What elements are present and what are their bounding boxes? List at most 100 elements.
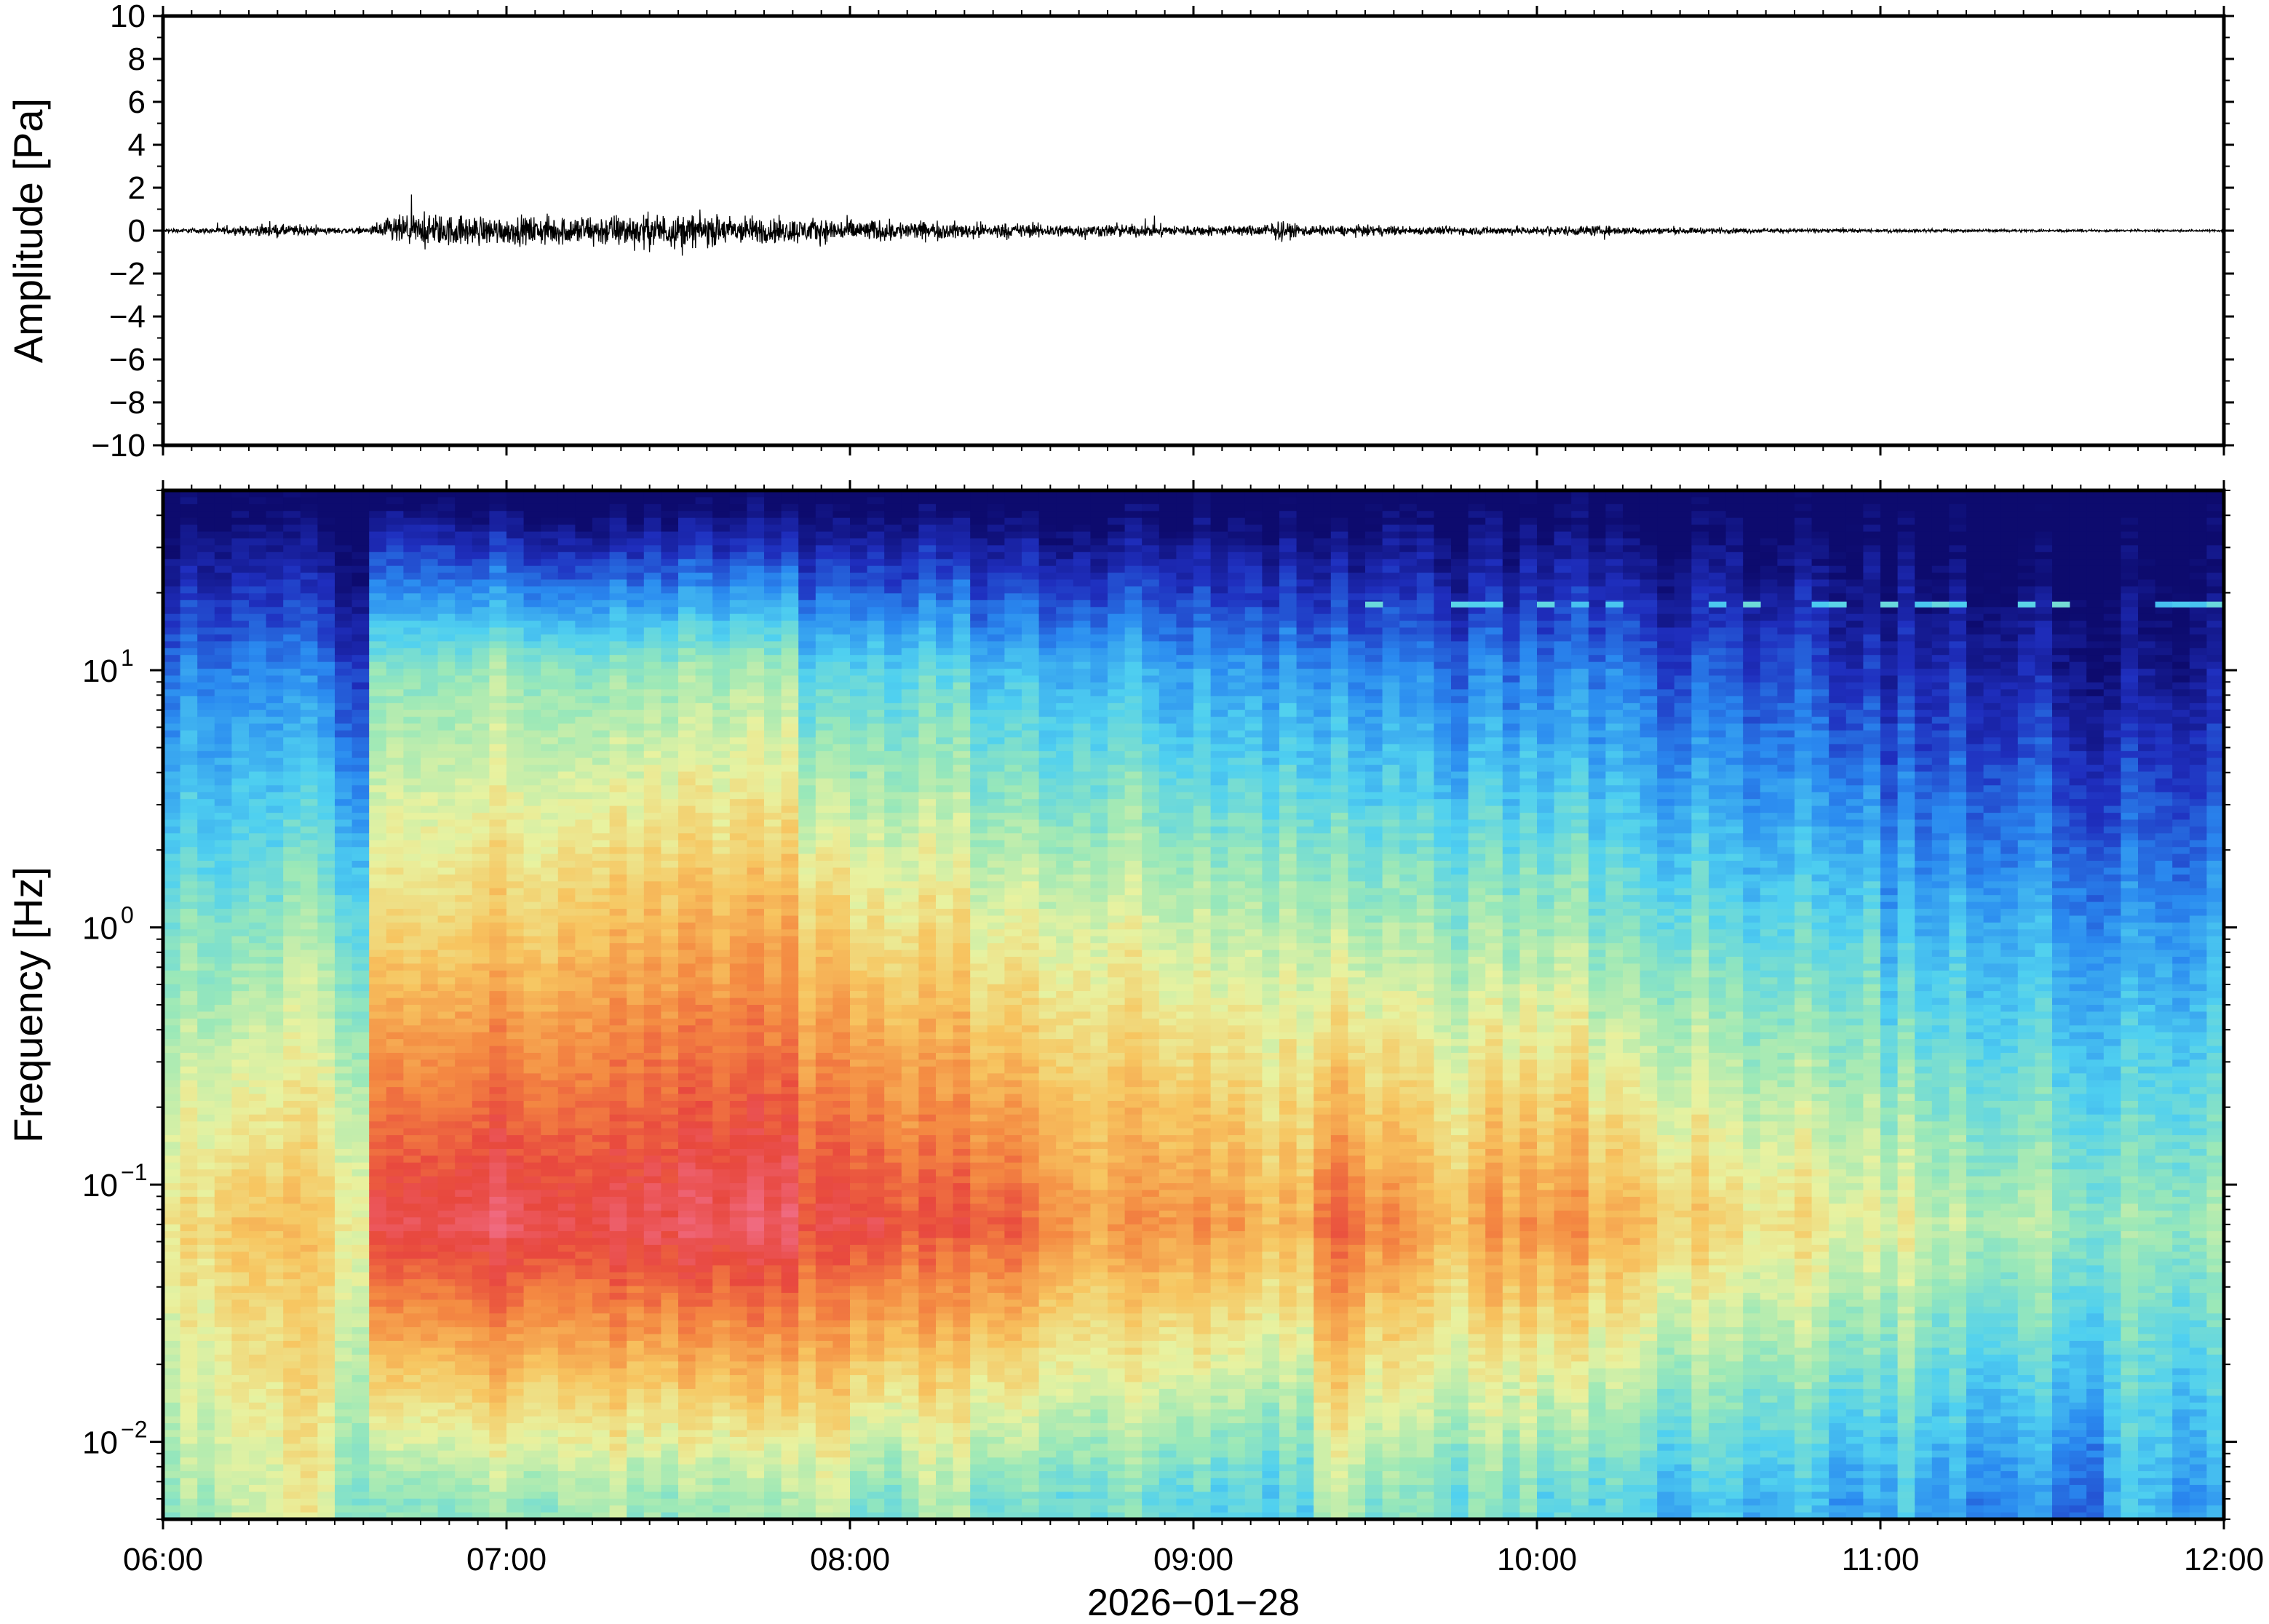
spectrogram-cell: [523, 1368, 541, 1376]
spectrogram-cell: [643, 813, 662, 821]
spectrogram-cell: [575, 1183, 593, 1191]
spectrogram-cell: [266, 1320, 284, 1328]
spectrogram-cell: [575, 1149, 593, 1157]
spectrogram-cell: [386, 538, 405, 546]
spectrogram-cell: [249, 950, 267, 958]
spectrogram-cell: [523, 909, 541, 917]
spectrogram-cell: [678, 1149, 696, 1157]
spectrogram-cell: [523, 1039, 541, 1047]
spectrogram-cell: [386, 552, 405, 560]
spectrogram-cell: [437, 1053, 456, 1061]
spectrogram-cell: [643, 689, 662, 697]
spectrogram-cell: [712, 559, 731, 567]
spectrogram-cell: [575, 730, 593, 739]
spectrogram-cell: [421, 723, 439, 731]
spectrogram-cell: [180, 792, 198, 800]
spectrogram-cell: [523, 799, 541, 807]
spectrogram-cell: [523, 579, 541, 587]
spectrogram-cell: [643, 957, 662, 965]
spectrogram-cell: [712, 1382, 731, 1390]
spectrogram-cell: [489, 1135, 507, 1143]
spectrogram-cell: [437, 682, 456, 690]
spectrogram-cell: [455, 737, 473, 745]
spectrogram-cell: [541, 655, 559, 663]
spectrogram-cell: [506, 517, 525, 525]
spectrogram-cell: [455, 1348, 473, 1356]
spectrogram-cell: [695, 648, 713, 656]
spectrogram-cell: [712, 1155, 731, 1163]
spectrogram-cell: [403, 1334, 421, 1342]
spectrogram-cell: [214, 1354, 233, 1362]
spectrogram-cell: [351, 957, 370, 965]
spectrogram-cell: [249, 785, 267, 793]
spectrogram-cell: [609, 1142, 627, 1150]
spectrogram-cell: [489, 957, 507, 965]
spectrogram-cell: [557, 1299, 576, 1307]
spectrogram-cell: [163, 1203, 181, 1211]
spectrogram-cell: [661, 538, 679, 546]
spectrogram-cell: [163, 1299, 181, 1307]
spectrogram-cell: [249, 1299, 267, 1307]
spectrogram-cell: [386, 1471, 405, 1479]
spectrogram-cell: [557, 1176, 576, 1184]
spectrogram-cell: [661, 525, 679, 533]
spectrogram-cell: [266, 1005, 284, 1013]
spectrogram-cell: [609, 1011, 627, 1019]
spectrogram-cell: [455, 613, 473, 621]
spectrogram-cell: [643, 1375, 662, 1383]
spectrogram-cell: [609, 1354, 627, 1362]
spectrogram-cell: [249, 552, 267, 560]
spectrogram-cell: [575, 1107, 593, 1115]
spectrogram-cell: [609, 950, 627, 958]
spectrogram-cell: [712, 703, 731, 711]
spectrogram-cell: [455, 1444, 473, 1452]
spectrogram-cell: [386, 1066, 405, 1074]
spectrogram-cell: [421, 497, 439, 505]
spectrogram-cell: [627, 751, 645, 759]
spectrogram-cell: [712, 936, 731, 944]
spectrogram-cell: [695, 1286, 713, 1294]
spectrogram-cell: [678, 621, 696, 629]
spectrogram-cell: [369, 1457, 387, 1465]
spectrogram-cell: [421, 1444, 439, 1452]
spectrogram-cell: [300, 1183, 319, 1191]
spectrogram-cell: [386, 559, 405, 567]
spectrogram-cell: [678, 1396, 696, 1404]
spectrogram-cell: [421, 1059, 439, 1067]
spectrogram-cell: [609, 1244, 627, 1253]
spectrogram-cell: [283, 559, 301, 567]
spectrogram-cell: [489, 545, 507, 553]
spectrogram-cell: [403, 984, 421, 992]
spectrogram-cell: [403, 634, 421, 642]
spectrogram-cell: [351, 1409, 370, 1417]
spectrogram-cell: [455, 936, 473, 944]
spectrogram-cell: [455, 1210, 473, 1218]
spectrogram-cell: [317, 1011, 335, 1019]
spectrogram-cell: [557, 1217, 576, 1225]
spectrogram-cell: [541, 559, 559, 567]
spectrogram-cell: [369, 922, 387, 931]
spectrogram-cell: [523, 970, 541, 979]
spectrogram-cell: [541, 1457, 559, 1465]
spectrogram-cell: [369, 525, 387, 533]
spectrogram-cell: [214, 559, 233, 567]
spectrogram-cell: [678, 648, 696, 656]
spectrogram-cell: [472, 1388, 490, 1397]
spectrogram-cell: [421, 1382, 439, 1390]
spectrogram-cell: [523, 888, 541, 896]
spectrogram-cell: [197, 991, 215, 999]
spectrogram-cell: [592, 1087, 611, 1095]
spectrogram-cell: [351, 1327, 370, 1335]
spectrogram-cell: [695, 943, 713, 951]
spectrogram-cell: [180, 661, 198, 669]
spectrogram-cell: [283, 1155, 301, 1163]
spectrogram-cell: [403, 1492, 421, 1500]
spectrogram-cell: [197, 717, 215, 725]
spectrogram-cell: [335, 1155, 353, 1163]
spectrogram-cell: [403, 1011, 421, 1019]
spectrogram-cell: [575, 709, 593, 717]
spectrogram-cell: [351, 1375, 370, 1383]
spectrogram-cell: [249, 1375, 267, 1383]
spectrogram-cell: [437, 1498, 456, 1506]
spectrogram-cell: [695, 613, 713, 621]
